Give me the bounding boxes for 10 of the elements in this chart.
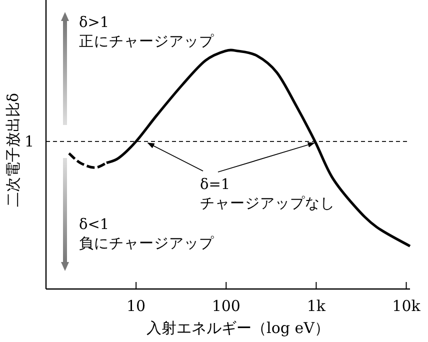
x-tick-label: 1k [306, 297, 326, 315]
annotation: δ<1 負にチャージアップ [79, 217, 215, 252]
text: δ>1 正にチャージアップ [79, 15, 215, 50]
annotation: δ=1 チャージアップなし [200, 177, 335, 212]
x-tick-label: 100 [212, 297, 240, 315]
y-axis-title: 二次電子放出比δ [4, 92, 22, 208]
x-axis-title: 入射エネルギー（log eV） [146, 319, 330, 337]
x-tick-label: 10 [126, 297, 146, 315]
ref-line-label: 1 [24, 132, 34, 150]
x-tick-label: 10k [392, 297, 422, 315]
